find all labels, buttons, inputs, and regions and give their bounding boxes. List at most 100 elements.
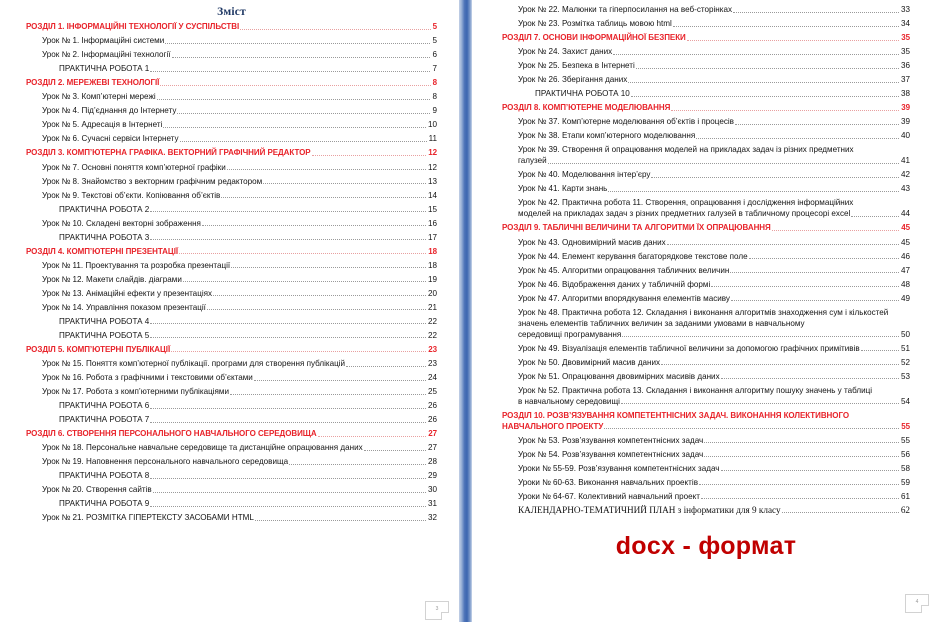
toc-dot-leader <box>630 95 899 97</box>
toc-entry-practical[interactable]: ПРАКТИЧНА РОБОТА 6 26 <box>59 400 437 411</box>
toc-dot-leader <box>672 25 899 27</box>
toc-entry-lesson[interactable]: Урок № 11. Проектування та розробка през… <box>42 260 437 271</box>
toc-entry-lesson[interactable]: Урок № 37. Комп’ютерне моделювання об’єк… <box>518 116 910 127</box>
toc-entry-text: Урок № 12. Макети слайдів. діаграми <box>42 274 182 284</box>
toc-entry-lesson[interactable]: Урок № 54. Розв’язування компетентнісних… <box>518 449 910 460</box>
toc-page-number: 31 <box>427 499 437 509</box>
toc-entry-chapter[interactable]: РОЗДІЛ 8. КОМП’ЮТЕРНЕ МОДЕЛЮВАННЯ 39 <box>502 102 910 113</box>
toc-entry-lesson[interactable]: Урок № 14. Управління показом презентаці… <box>42 302 437 313</box>
toc-entry-lesson[interactable]: Урок № 10. Складені векторні зображення 1… <box>42 218 437 229</box>
toc-entry-practical[interactable]: ПРАКТИЧНА РОБОТА 9 31 <box>59 498 437 509</box>
toc-entry-plan[interactable]: КАЛЕНДАРНО-ТЕМАТИЧНИЙ ПЛАН з інформатики… <box>518 505 910 516</box>
toc-entry-lesson[interactable]: Урок № 15. Поняття комп’ютерної публікац… <box>42 358 437 369</box>
toc-entry-lesson[interactable]: Урок № 26. Зберігання даних 37 <box>518 74 910 85</box>
toc-entry-practical[interactable]: ПРАКТИЧНА РОБОТА 8 29 <box>59 470 437 481</box>
toc-entry-lesson[interactable]: Урок № 9. Текстові об’єкти. Копіювання о… <box>42 190 437 201</box>
toc-entry-text: Урок № 24. Захист даних <box>518 47 613 57</box>
toc-entry-chapter[interactable]: РОЗДІЛ 1. ІНФОРМАЦІЙНІ ТЕХНОЛОГІЇ У СУСП… <box>26 21 437 32</box>
toc-entry-lesson[interactable]: Урок № 44. Елемент керування багаторядко… <box>518 251 910 262</box>
toc-entry-lesson[interactable]: Урок № 52. Практична робота 13. Складанн… <box>518 385 910 407</box>
toc-entry-lesson[interactable]: Урок № 42. Практична робота 11. Створенн… <box>518 197 910 219</box>
toc-entry-text: Урок № 52. Практична робота 13. Складанн… <box>518 385 873 395</box>
toc-dot-leader <box>346 365 426 367</box>
toc-entry-chapter[interactable]: РОЗДІЛ 4. КОМП’ЮТЕРНІ ПРЕЗЕНТАЦІЇ 18 <box>26 246 437 257</box>
toc-entry-chapter[interactable]: РОЗДІЛ 9. ТАБЛИЧНІ ВЕЛИЧИНИ ТА АЛГОРИТМИ… <box>502 222 910 233</box>
toc-entry-lesson[interactable]: Уроки № 64-67. Колективний навчальний пр… <box>518 491 910 502</box>
toc-entry-chapter[interactable]: РОЗДІЛ 2. МЕРЕЖЕВІ ТЕХНОЛОГІЇ 8 <box>26 77 437 88</box>
toc-entry-chapter[interactable]: РОЗДІЛ 7. ОСНОВИ ІНФОРМАЦІЙНОЇ БЕЗПЕКИ 35 <box>502 32 910 43</box>
toc-entry-lesson[interactable]: Урок № 21. РОЗМІТКА ГІПЕРТЕКСТУ ЗАСОБАМИ… <box>42 512 437 523</box>
toc-entry-lesson[interactable]: Урок № 39. Створення й опрацювання модел… <box>518 144 910 166</box>
toc-page-number: 25 <box>427 386 437 396</box>
toc-entry-lesson[interactable]: Урок № 40. Моделювання інтер’єру 42 <box>518 169 910 180</box>
toc-entry-lesson[interactable]: Урок № 1. Інформаційні системи 5 <box>42 35 437 46</box>
toc-entry-practical[interactable]: ПРАКТИЧНА РОБОТА 5 22 <box>59 330 437 341</box>
toc-entry-text: Урок № 17. Робота з комп’ютерними публік… <box>42 386 229 396</box>
toc-dot-leader <box>720 377 899 380</box>
toc-entry-lesson[interactable]: Урок № 24. Захист даних 35 <box>518 46 910 57</box>
toc-entry-practical[interactable]: ПРАКТИЧНА РОБОТА 2 15 <box>59 204 437 215</box>
toc-entry-text: Урок № 23. Розмітка таблиць мовою html <box>518 19 672 28</box>
toc-entry-lesson[interactable]: Урок № 45. Алгоритми опрацювання табличн… <box>518 265 910 276</box>
toc-entry-lesson[interactable]: Урок № 25. Безпека в Інтернеті 36 <box>518 60 910 71</box>
toc-dot-leader <box>735 123 899 125</box>
toc-entry-practical[interactable]: ПРАКТИЧНА РОБОТА 1 7 <box>59 63 437 74</box>
toc-entry-lesson[interactable]: Урок № 7. Основні поняття комп’ютерної г… <box>42 162 437 173</box>
toc-dot-leader <box>240 28 431 30</box>
toc-entry-lesson[interactable]: Урок № 51. Опрацювання двовимірних масив… <box>518 371 910 382</box>
toc-entry-chapter[interactable]: РОЗДІЛ 6. СТВОРЕННЯ ПЕРСОНАЛЬНОГО НАВЧАЛ… <box>26 428 437 439</box>
toc-entry-lesson[interactable]: Урок № 6. Сучасні сервіси Інтернету 11 <box>42 133 437 144</box>
toc-entry-lesson[interactable]: Урок № 18. Персональне навчальне середов… <box>42 442 437 453</box>
toc-entry-practical[interactable]: ПРАКТИЧНА РОБОТА 7 26 <box>59 414 437 425</box>
toc-page-number: 26 <box>427 414 437 424</box>
toc-entry-lesson[interactable]: Урок № 23. Розмітка таблиць мовою html 34 <box>518 18 910 29</box>
toc-entry-lesson[interactable]: Урок № 2. Інформаційні технології 6 <box>42 49 437 60</box>
left-page-number-indicator[interactable]: 3 <box>425 601 449 620</box>
toc-entry-lesson[interactable]: Урок № 4. Під’єднання до Інтернету 9 <box>42 105 437 116</box>
toc-dot-leader <box>311 154 427 156</box>
toc-entry-lesson[interactable]: Урок № 3. Комп’ютерні мережі 8 <box>42 91 437 102</box>
toc-entry-text: Урок № 11. Проектування та розробка през… <box>42 260 231 270</box>
toc-entry-lesson[interactable]: Урок № 49. Візуалізація елементів таблич… <box>518 343 910 354</box>
toc-dot-leader <box>748 257 899 260</box>
toc-entry-lesson[interactable]: Урок № 17. Робота з комп’ютерними публік… <box>42 386 437 397</box>
toc-entry-lesson[interactable]: Урок № 53. Розв’язування компетентнісних… <box>518 435 910 446</box>
toc-entry-lesson[interactable]: Урок № 46. Відображення даних у табличні… <box>518 279 910 290</box>
toc-entry-lesson[interactable]: Урок № 47. Алгоритми впорядкування елеме… <box>518 293 910 304</box>
toc-entry-lesson[interactable]: Урок № 48. Практична робота 12. Складанн… <box>518 307 910 340</box>
toc-entry-chapter[interactable]: РОЗДІЛ 3. КОМП’ЮТЕРНА ГРАФІКА. ВЕКТОРНИЙ… <box>26 147 437 158</box>
toc-entry-lesson[interactable]: Урок № 38. Етапи комп’ютерного моделюван… <box>518 130 910 141</box>
toc-dot-leader <box>150 322 426 325</box>
toc-entry-practical[interactable]: ПРАКТИЧНА РОБОТА 10 38 <box>535 88 910 99</box>
docx-format-banner: docx - формат <box>615 531 797 560</box>
toc-entry-text: Урок № 7. Основні поняття комп’ютерної г… <box>42 162 226 172</box>
toc-entry-text: ПРАКТИЧНА РОБОТА 9 <box>59 499 150 509</box>
toc-entry-lesson[interactable]: Урок № 20. Створення сайтів 30 <box>42 484 437 495</box>
toc-entry-lesson[interactable]: Урок № 19. Наповнення персонального навч… <box>42 456 437 467</box>
toc-entry-lesson[interactable]: Урок № 43. Одновимірний масив даних 45 <box>518 237 910 248</box>
toc-entry-text: ПРАКТИЧНА РОБОТА 8 <box>59 471 150 481</box>
toc-entry-lesson[interactable]: Урок № 12. Макети слайдів. діаграми 19 <box>42 274 437 285</box>
toc-entry-lesson[interactable]: Урок № 5. Адресація в Інтернеті 10 <box>42 119 437 130</box>
toc-entry-text: Уроки № 60-63. Виконання навчальних прое… <box>518 477 698 487</box>
toc-entry-chapter[interactable]: РОЗДІЛ 10. РОЗВ’ЯЗУВАННЯ КОМПЕТЕНТНІСНИХ… <box>502 410 910 432</box>
toc-entry-text: РОЗДІЛ 4. КОМП’ЮТЕРНІ ПРЕЗЕНТАЦІЇ <box>26 246 179 256</box>
toc-dot-leader <box>781 511 899 514</box>
toc-entry-chapter[interactable]: РОЗДІЛ 5. КОМП’ЮТЕРНІ ПУБЛІКАЦІЇ 23 <box>26 344 437 355</box>
toc-entry-lesson[interactable]: Урок № 50. Двовимірний масив даних 52 <box>518 357 910 368</box>
toc-page-number: 56 <box>900 449 910 459</box>
right-page-number-indicator[interactable]: 4 <box>905 594 929 613</box>
toc-page-number: 17 <box>427 232 437 242</box>
toc-dot-leader <box>171 350 427 353</box>
toc-entry-practical[interactable]: ПРАКТИЧНА РОБОТА 3 17 <box>59 232 437 243</box>
toc-entry-lesson[interactable]: Урок № 8. Знайомство з векторним графічн… <box>42 176 437 187</box>
toc-entry-lesson[interactable]: Уроки № 60-63. Виконання навчальних прое… <box>518 477 910 488</box>
toc-entry-lesson[interactable]: Урок № 41. Карти знань 43 <box>518 183 910 194</box>
toc-entry-practical[interactable]: ПРАКТИЧНА РОБОТА 4 22 <box>59 316 437 327</box>
toc-entry-text: РОЗДІЛ 8. КОМП’ЮТЕРНЕ МОДЕЛЮВАННЯ <box>502 103 671 113</box>
toc-dot-leader <box>704 441 899 444</box>
toc-entry-lesson[interactable]: Уроки № 55-59. Розв’язування компетентні… <box>518 463 910 474</box>
toc-entry-lesson[interactable]: Урок № 13. Анімаційні ефекти у презентац… <box>42 288 437 299</box>
toc-entry-lesson[interactable]: Урок № 16. Робота з графічними і текстов… <box>42 372 437 383</box>
toc-entry-lesson[interactable]: Урок № 22. Малюнки та гіперпосилання на … <box>518 4 910 15</box>
